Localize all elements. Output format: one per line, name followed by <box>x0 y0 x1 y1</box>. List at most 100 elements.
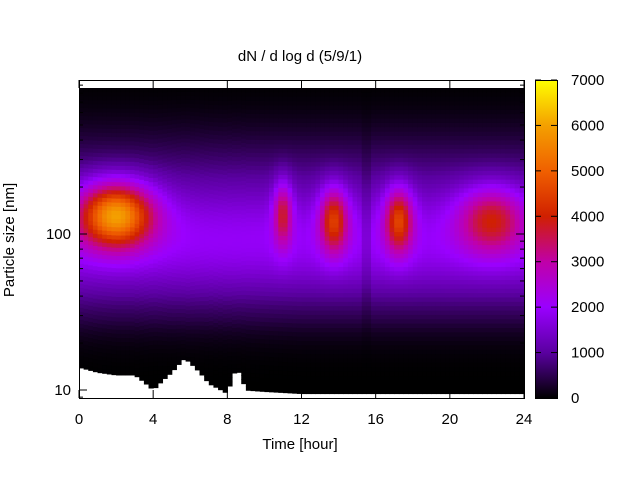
heatmap-cell <box>241 88 247 93</box>
heatmap-cell <box>403 301 409 307</box>
heatmap-cell <box>120 362 126 368</box>
heatmap-cell <box>329 227 335 233</box>
heatmap-cell <box>194 92 201 97</box>
heatmap-cell <box>278 227 284 233</box>
heatmap-cell <box>120 149 126 155</box>
heatmap-cell <box>389 288 395 294</box>
heatmap-cell <box>352 371 358 377</box>
heatmap-cell <box>315 275 321 281</box>
heatmap-cell <box>208 143 215 148</box>
heatmap-cell <box>245 152 252 158</box>
heatmap-cell <box>204 326 210 331</box>
heatmap-cell <box>389 240 395 246</box>
heatmap-cell <box>287 222 293 228</box>
heatmap-cell <box>88 261 94 267</box>
heatmap-cell <box>97 295 103 300</box>
heatmap-cell <box>282 153 289 159</box>
heatmap-cell <box>139 296 145 302</box>
heatmap-cell <box>255 308 261 314</box>
heatmap-cell <box>180 347 187 353</box>
heatmap-cell <box>282 262 289 267</box>
heatmap-cell <box>324 314 330 320</box>
heatmap-cell <box>199 124 205 130</box>
heatmap-cell <box>208 346 215 352</box>
heatmap-cell <box>134 104 140 110</box>
heatmap-cell <box>273 296 279 302</box>
heatmap-cell <box>357 105 363 111</box>
heatmap-cell <box>269 331 275 336</box>
heatmap-cell <box>171 329 177 334</box>
heatmap-cell <box>185 111 191 116</box>
heatmap-cell <box>106 333 113 338</box>
heatmap-cell <box>347 271 354 277</box>
heatmap-cell <box>222 214 228 219</box>
heatmap-cell <box>338 245 344 251</box>
heatmap-cell <box>245 122 252 128</box>
heatmap-cell <box>273 331 279 337</box>
heatmap-cell <box>250 325 256 331</box>
heatmap-cell <box>153 113 159 119</box>
heatmap-cell <box>190 167 196 172</box>
heatmap-cell <box>97 104 103 109</box>
heatmap-cell <box>352 188 358 194</box>
heatmap-cell <box>97 340 103 345</box>
heatmap-cell <box>398 144 405 150</box>
heatmap-cell <box>97 128 103 134</box>
heatmap-cell <box>120 354 126 360</box>
heatmap-cell <box>231 177 238 183</box>
heatmap-cell <box>231 364 238 370</box>
heatmap-cell <box>338 297 344 303</box>
heatmap-cell <box>269 109 275 115</box>
heatmap-cell <box>241 227 247 233</box>
heatmap-cell <box>320 253 326 259</box>
heatmap-cell <box>92 270 99 275</box>
heatmap-cell <box>357 166 363 172</box>
heatmap-cell <box>120 313 126 319</box>
heatmap-cell <box>264 287 270 293</box>
heatmap-cell <box>245 165 252 171</box>
heatmap-cell <box>171 353 177 359</box>
heatmap-cell <box>245 195 252 201</box>
heatmap-cell <box>190 123 196 129</box>
heatmap-cell <box>389 232 395 237</box>
heatmap-cell <box>278 166 284 172</box>
heatmap-cell <box>320 249 326 255</box>
heatmap-cell <box>384 380 391 386</box>
heatmap-cell <box>222 274 228 280</box>
heatmap-cell <box>320 236 326 242</box>
heatmap-cell <box>111 325 117 331</box>
heatmap-cell <box>190 159 196 164</box>
heatmap-cell <box>125 124 131 130</box>
heatmap-cell <box>139 254 145 260</box>
heatmap-cell <box>241 189 247 195</box>
heatmap-cell <box>222 192 228 198</box>
heatmap-cell <box>384 157 391 163</box>
heatmap-cell <box>134 137 140 143</box>
heatmap-cell <box>116 321 122 327</box>
heatmap-cell <box>185 267 191 272</box>
heatmap-cell <box>120 182 126 187</box>
heatmap-cell <box>176 261 182 267</box>
heatmap-cell <box>129 100 136 105</box>
heatmap-cell <box>171 148 177 153</box>
heatmap-cell <box>218 161 224 167</box>
heatmap-cell <box>213 250 219 256</box>
heatmap-cell <box>347 144 354 150</box>
heatmap-cell <box>357 92 363 98</box>
heatmap-cell <box>408 101 414 107</box>
heatmap-cell <box>394 245 400 251</box>
heatmap-cell <box>241 358 247 364</box>
heatmap-cell <box>315 362 321 368</box>
heatmap-cell <box>250 265 256 271</box>
heatmap-cell <box>361 301 367 307</box>
heatmap-cell <box>180 312 187 318</box>
heatmap-cell <box>384 284 391 290</box>
heatmap-cell <box>185 150 191 155</box>
heatmap-cell <box>185 290 191 296</box>
heatmap-cell <box>273 348 279 354</box>
heatmap-cell <box>227 347 233 353</box>
heatmap-cell <box>366 349 372 355</box>
heatmap-cell <box>398 336 405 342</box>
heatmap-cell <box>371 184 377 189</box>
heatmap-cell <box>264 374 270 380</box>
